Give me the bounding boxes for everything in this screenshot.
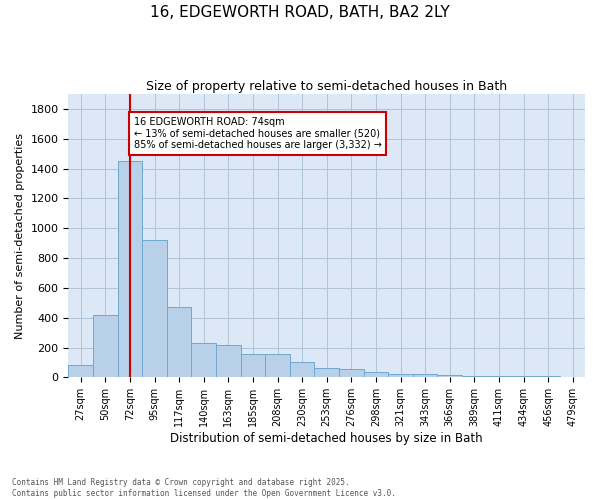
Bar [388, 374, 413, 378]
Bar [339, 369, 364, 378]
Bar [191, 343, 216, 378]
Bar [241, 354, 265, 378]
Bar [290, 362, 314, 378]
Bar [511, 376, 536, 378]
Text: 16 EDGEWORTH ROAD: 74sqm
← 13% of semi-detached houses are smaller (520)
85% of : 16 EDGEWORTH ROAD: 74sqm ← 13% of semi-d… [134, 116, 382, 150]
Bar [142, 240, 167, 378]
Bar [118, 161, 142, 378]
Bar [93, 314, 118, 378]
Bar [413, 374, 437, 378]
Bar [216, 344, 241, 378]
Bar [68, 366, 93, 378]
Bar [265, 354, 290, 378]
Bar [560, 376, 585, 378]
Text: Contains HM Land Registry data © Crown copyright and database right 2025.
Contai: Contains HM Land Registry data © Crown c… [12, 478, 396, 498]
Bar [167, 308, 191, 378]
Bar [487, 376, 511, 378]
Bar [437, 375, 462, 378]
Bar [462, 376, 487, 378]
Bar [314, 368, 339, 378]
X-axis label: Distribution of semi-detached houses by size in Bath: Distribution of semi-detached houses by … [170, 432, 483, 445]
Bar [364, 372, 388, 378]
Y-axis label: Number of semi-detached properties: Number of semi-detached properties [15, 133, 25, 339]
Bar [536, 376, 560, 378]
Text: 16, EDGEWORTH ROAD, BATH, BA2 2LY: 16, EDGEWORTH ROAD, BATH, BA2 2LY [150, 5, 450, 20]
Title: Size of property relative to semi-detached houses in Bath: Size of property relative to semi-detach… [146, 80, 507, 93]
